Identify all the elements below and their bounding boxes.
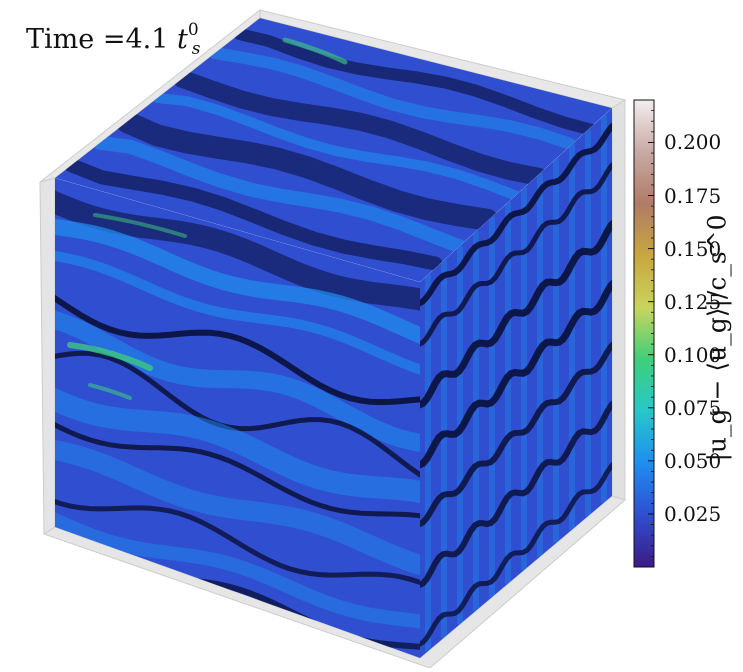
front-bright-band [55, 309, 420, 454]
time-prefix: Time [26, 24, 95, 55]
colorbar-tick-label: 0.100 [664, 342, 722, 367]
top-dark-band [233, 28, 599, 137]
right-wavy-filament [420, 460, 612, 648]
cube-right-face [420, 108, 612, 658]
front-dark-filament [55, 419, 420, 520]
colorbar-tick-label: 0.075 [664, 395, 722, 420]
top-dark-band [64, 158, 443, 271]
front-highlight [67, 342, 153, 371]
top-bright-band [152, 93, 521, 201]
front-bright-band [55, 250, 420, 378]
time-unit-sub: s [191, 39, 201, 59]
side-wall [39, 177, 56, 535]
top-bright-band [93, 135, 470, 255]
top-dark-band [115, 111, 499, 231]
colorbar-label-text: |u_g − ⟨u_g⟩|/c_s^0 [702, 214, 732, 462]
colorbar-tick-label: 0.025 [664, 501, 722, 526]
top-dark-band [173, 69, 548, 186]
front-dark-filament [55, 497, 420, 589]
time-title: Time =4.1 t0s [26, 20, 200, 59]
top-bright-band [208, 47, 576, 150]
front-dark-band [55, 189, 420, 313]
cube-top-face [55, 18, 612, 282]
colorbar-tick-label: 0.125 [664, 289, 722, 314]
right-wavy-filament [420, 339, 612, 528]
right-wavy-filament [420, 160, 612, 348]
colorbar-tick-label: 0.200 [664, 130, 722, 155]
time-value: 4.1 [125, 24, 169, 55]
cube-front-face [55, 178, 420, 658]
top-highlight [282, 37, 348, 65]
front-bright-band [55, 218, 420, 348]
front-bright-band [55, 386, 420, 505]
right-wavy-filament [420, 120, 612, 308]
time-unit-sup: 0 [187, 20, 199, 40]
front-bright-band [55, 510, 420, 630]
colorbar-tick-label: 0.150 [664, 236, 722, 261]
time-equals: = [102, 24, 126, 55]
right-wavy-filament [420, 218, 612, 409]
front-highlight [88, 383, 132, 400]
colorbar-tick-label: 0.175 [664, 183, 722, 208]
colorbar-ticks [648, 110, 654, 557]
colorbar-tick-label: 0.050 [664, 448, 722, 473]
right-wavy-filament [420, 278, 612, 469]
front-dark-filament [55, 292, 420, 406]
time-unit-symbol: t [177, 24, 188, 55]
front-highlight [93, 213, 187, 238]
back-wall-right [611, 99, 626, 501]
right-wavy-filament [420, 398, 612, 589]
front-bright-band [55, 439, 420, 578]
front-dark-filament [55, 350, 420, 484]
